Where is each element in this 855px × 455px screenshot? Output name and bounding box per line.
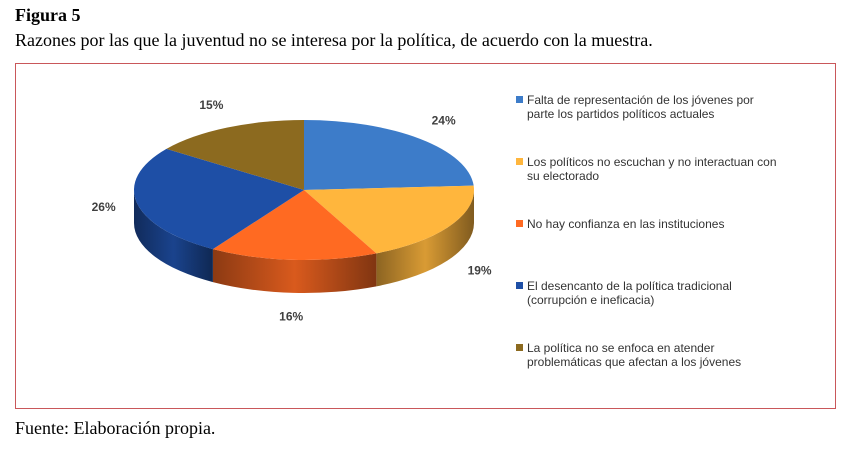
slice [304,185,474,254]
legend-swatch [516,220,523,227]
chart-source: Fuente: Elaboración propia. [15,418,215,438]
slice [166,120,304,190]
slice-side [134,190,213,283]
slice-side [212,249,377,293]
data-label: 19% [468,263,492,277]
data-label: 16% [279,309,303,323]
legend-label: Los políticos no escuchan y no interactu… [527,155,777,183]
chart-title: Figura 5 [15,5,81,25]
slice-side [376,190,474,287]
legend-item: Los políticos no escuchan y no interactu… [516,155,777,183]
data-label: 24% [432,113,456,127]
chart-frame [15,63,836,409]
slice [212,190,377,260]
legend-swatch [516,96,523,103]
legend-label: No hay confianza en las instituciones [527,217,725,231]
slice [134,148,304,250]
slice [304,120,474,190]
data-label: 15% [199,98,223,112]
legend-label: La política no se enfoca en atender prob… [527,341,742,369]
legend-label: El desencanto de la política tradicional… [527,279,732,307]
legend-item: Falta de representación de los jóvenes p… [516,93,777,121]
legend-item: La política no se enfoca en atender prob… [516,341,777,369]
legend-swatch [516,158,523,165]
data-label: 26% [92,200,116,214]
legend-swatch [516,282,523,289]
legend-label: Falta de representación de los jóvenes p… [527,93,754,121]
legend-swatch [516,344,523,351]
legend-item: El desencanto de la política tradicional… [516,279,777,307]
legend-item: No hay confianza en las instituciones [516,217,777,231]
chart-subtitle: Razones por las que la juventud no se in… [15,30,653,50]
